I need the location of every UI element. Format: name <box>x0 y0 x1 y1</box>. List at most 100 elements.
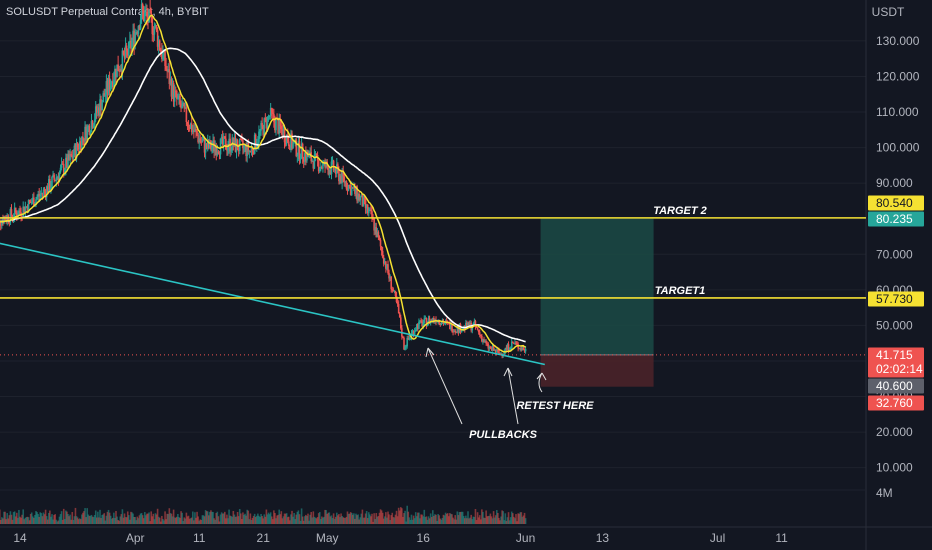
volume-bar <box>168 508 171 524</box>
volume-bar <box>290 514 292 524</box>
volume-bar <box>291 510 293 524</box>
volume-bar <box>324 509 326 524</box>
volume-bar <box>50 516 52 524</box>
candle-body <box>324 161 326 168</box>
candle-body <box>280 126 283 130</box>
volume-bar <box>62 508 65 524</box>
volume-bar <box>176 516 178 524</box>
volume-bar <box>373 513 375 524</box>
candle-body <box>171 83 174 97</box>
volume-bar <box>198 520 200 524</box>
candle-body <box>354 186 356 194</box>
volume-bar <box>334 516 337 524</box>
volume-bar <box>135 520 138 524</box>
candle-body <box>148 9 150 23</box>
candle-body <box>222 136 225 145</box>
volume-bar <box>27 517 30 524</box>
candle-body <box>355 186 357 194</box>
candle-body <box>153 27 156 35</box>
volume-bar <box>218 521 221 524</box>
candle-body <box>284 142 287 145</box>
volume-bar <box>69 514 71 524</box>
volume-bar <box>453 519 455 524</box>
candle-body <box>59 167 62 173</box>
candle-body <box>406 337 408 347</box>
candle-body <box>476 327 479 330</box>
volume-bar <box>238 509 241 524</box>
time-axis-tick: 13 <box>596 531 610 545</box>
candle-body <box>131 40 133 49</box>
volume-bar <box>254 517 257 524</box>
candle-body <box>228 138 230 148</box>
volume-bar <box>2 518 4 524</box>
volume-bar <box>421 514 423 524</box>
candle-body <box>460 330 463 333</box>
volume-bar <box>449 513 451 524</box>
candle-body <box>149 9 151 11</box>
volume-bar <box>302 520 305 524</box>
volume-bar <box>12 512 15 524</box>
volume-bar <box>514 518 516 524</box>
volume-bar <box>25 517 28 524</box>
candle-body <box>387 264 389 274</box>
volume-bar <box>284 513 287 524</box>
candle-body <box>400 317 402 329</box>
candle-body <box>92 125 95 128</box>
candle-body <box>374 227 376 231</box>
candle-body <box>196 130 198 136</box>
volume-bar <box>485 510 487 524</box>
candle-body <box>198 138 200 143</box>
volume-bar <box>185 512 188 524</box>
candle-body <box>514 343 516 345</box>
candle-body <box>347 184 350 191</box>
candle-body <box>386 264 388 269</box>
volume-bar <box>152 513 155 524</box>
volume-bar <box>362 517 365 524</box>
trendline <box>0 242 545 366</box>
volume-bar <box>498 517 500 524</box>
candle-body <box>430 319 433 321</box>
candle-body <box>180 103 182 109</box>
volume-bar <box>277 514 279 524</box>
candle-body <box>290 133 292 150</box>
candle-body <box>37 194 39 197</box>
volume-bar <box>188 518 191 524</box>
volume-bar <box>92 517 95 524</box>
volume-bar <box>116 516 118 524</box>
candle-body <box>518 348 520 350</box>
candle-body <box>313 154 316 169</box>
candle-body <box>270 107 273 113</box>
volume-bar <box>29 513 32 524</box>
volume-bar <box>44 509 47 524</box>
candle-body <box>90 121 93 133</box>
volume-bar <box>366 518 369 524</box>
candle-body <box>375 227 378 238</box>
candle-body <box>317 160 320 172</box>
volume-bar <box>285 513 288 524</box>
candle-body <box>41 193 44 195</box>
volume-bar <box>14 516 17 524</box>
candle-body <box>381 250 384 258</box>
volume-bar <box>459 511 462 524</box>
candle-body <box>42 189 45 194</box>
candle-body <box>145 12 147 14</box>
time-axis-tick: Jul <box>710 531 725 545</box>
candle-body <box>78 141 81 150</box>
candle-body <box>424 318 427 320</box>
volume-bar <box>84 508 86 524</box>
candle-body <box>142 10 145 21</box>
candle-body <box>109 84 112 91</box>
volume-bar <box>122 517 125 524</box>
volume-bar <box>130 511 132 524</box>
candle-body <box>240 138 242 140</box>
volume-bar <box>66 511 68 524</box>
candle-body <box>477 329 480 333</box>
candle-body <box>227 147 229 151</box>
volume-bar <box>402 516 404 524</box>
candle-body <box>267 116 270 118</box>
volume-bar <box>41 516 44 524</box>
volume-bar <box>51 514 53 524</box>
volume-bar <box>226 514 228 524</box>
candle-body <box>226 149 228 151</box>
